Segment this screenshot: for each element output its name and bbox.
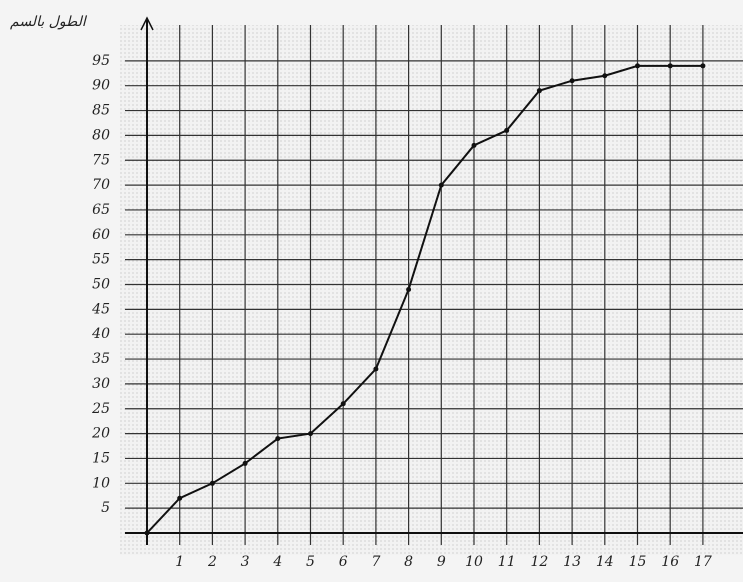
data-point	[209, 480, 215, 486]
axis-arrow	[140, 16, 154, 31]
data-point	[438, 182, 444, 188]
x-tick-label: 5	[306, 554, 315, 570]
y-tick-label: 25	[91, 401, 110, 417]
data-point	[177, 495, 183, 501]
data-point	[504, 127, 510, 133]
data-point	[144, 530, 150, 536]
y-tick-label: 30	[92, 376, 110, 392]
x-tick-label: 13	[563, 554, 581, 570]
data-point	[340, 401, 346, 407]
x-tick-label: 7	[371, 554, 380, 570]
data-point	[471, 142, 477, 148]
x-tick-label: 6	[339, 554, 348, 570]
y-tick-label: 70	[92, 177, 110, 193]
data-point	[308, 431, 313, 437]
x-tick-label: 15	[629, 554, 647, 570]
y-axis-label: الطول بالسم	[10, 14, 88, 30]
x-tick-label: 8	[404, 554, 413, 570]
x-tick-label: 14	[596, 554, 614, 570]
data-line	[146, 64, 703, 534]
data-point	[667, 63, 673, 69]
y-tick-label: 35	[92, 351, 110, 367]
x-tick-label: 11	[498, 554, 516, 570]
data-point	[635, 63, 640, 69]
y-tick-label: 75	[92, 152, 110, 168]
x-tick-label: 12	[530, 554, 548, 570]
y-tick-label: 55	[92, 252, 110, 268]
y-tick-label: 45	[91, 301, 110, 317]
y-tick-label: 50	[92, 277, 110, 293]
data-point	[602, 73, 608, 79]
y-tick-label: 20	[91, 426, 110, 442]
y-tick-label: 80	[92, 127, 110, 143]
x-tick-label: 4	[272, 554, 282, 570]
x-tick-label: 16	[661, 554, 679, 570]
data-point	[275, 436, 281, 442]
y-tick-label: 10	[92, 475, 110, 491]
x-tick-label: 10	[465, 554, 483, 570]
data-point	[536, 88, 542, 94]
x-tick-label: 3	[241, 554, 250, 570]
data-point	[373, 366, 379, 372]
y-tick-label: 85	[92, 103, 110, 119]
data-point	[406, 286, 412, 292]
y-tick-label: 90	[92, 78, 110, 94]
data-point	[700, 63, 706, 69]
data-point	[242, 460, 248, 466]
y-tick-label: 95	[92, 53, 110, 69]
y-tick-label: 15	[92, 450, 110, 466]
x-tick-label: 2	[207, 554, 217, 570]
x-tick-label: 9	[437, 554, 446, 570]
y-tick-label: 5	[101, 500, 110, 516]
y-tick-label: 65	[92, 202, 110, 218]
data-point	[569, 78, 575, 84]
x-tick-label: 17	[694, 554, 712, 570]
x-tick-label: 1	[175, 554, 184, 570]
y-tick-label: 40	[91, 326, 110, 342]
graph-paper	[120, 25, 743, 555]
y-tick-label: 60	[92, 227, 110, 243]
